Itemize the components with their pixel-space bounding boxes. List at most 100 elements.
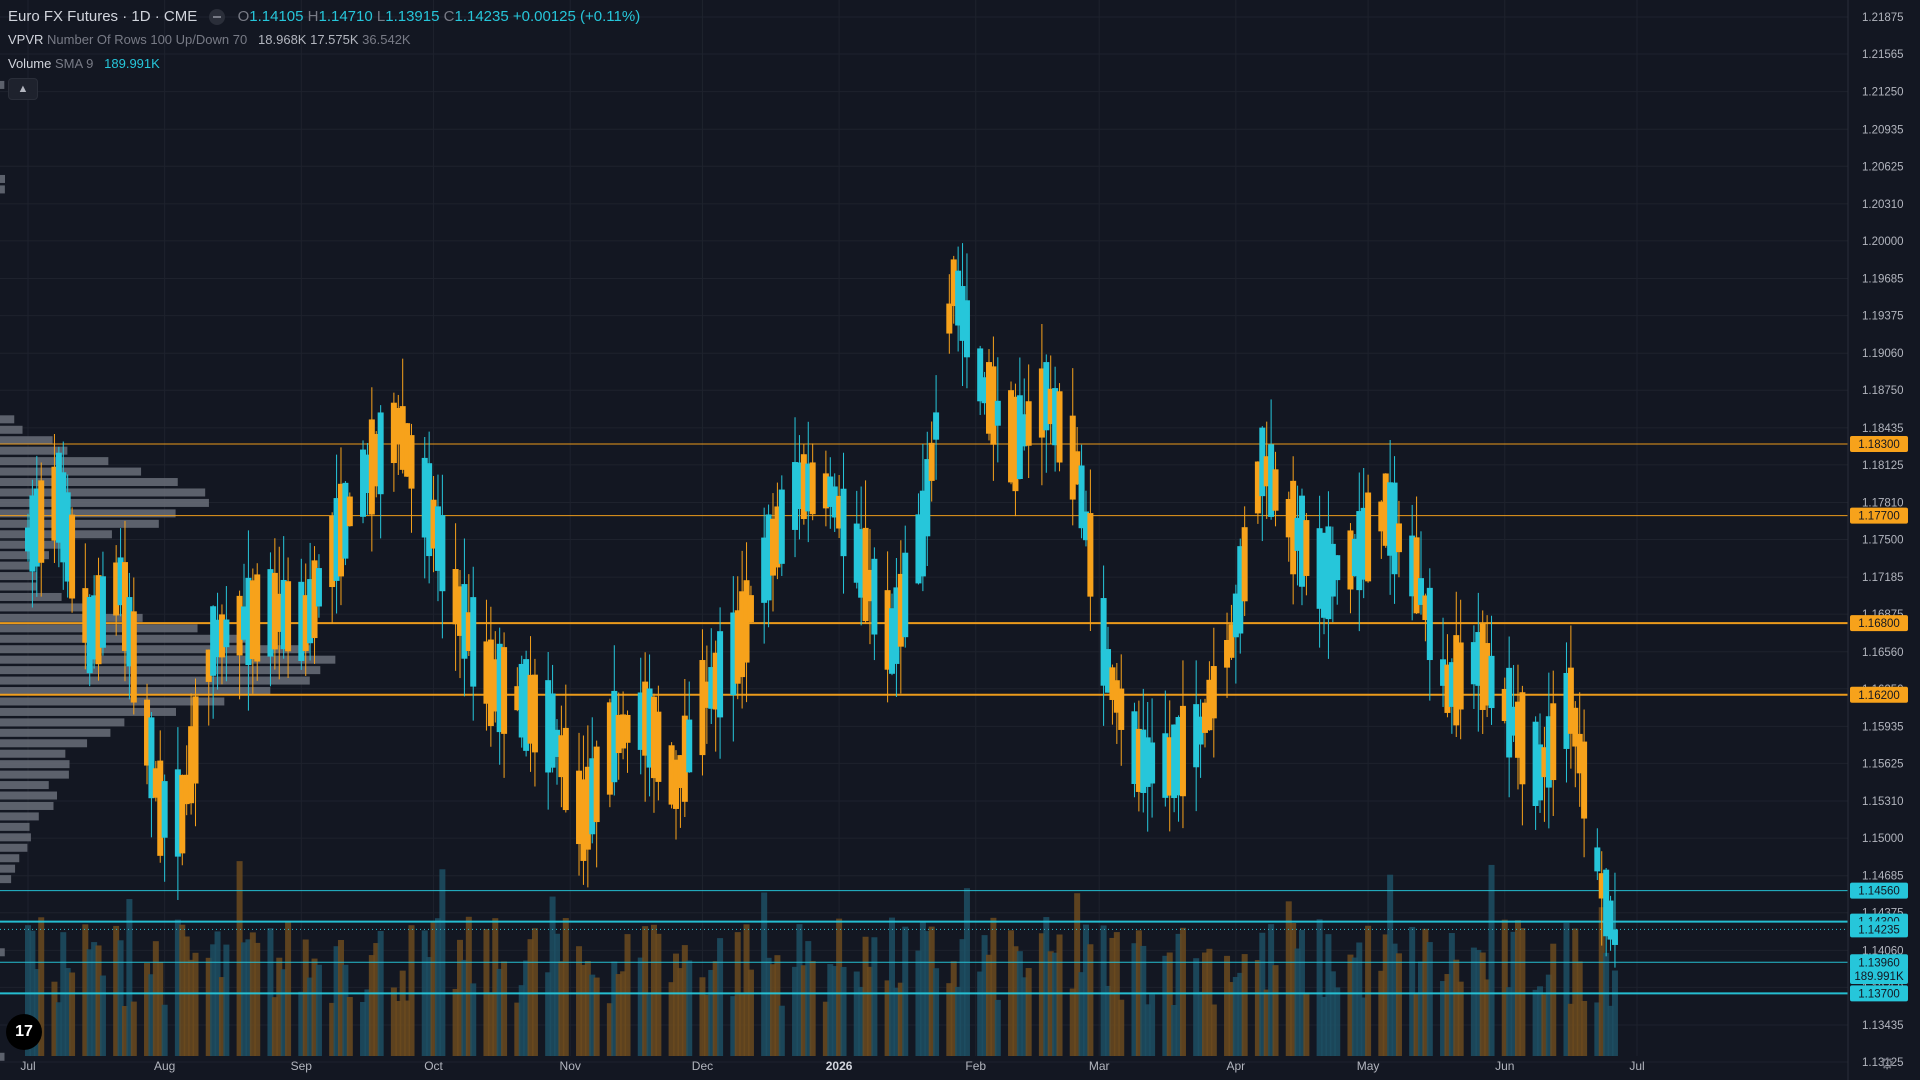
time-axis[interactable]: Jul Aug Sep Oct Nov Dec 2026 Feb Mar Apr May Jun Jul xyxy=(20,1059,1644,1073)
candle-body xyxy=(307,579,314,644)
candle-body xyxy=(148,717,155,799)
symbol-title[interactable]: Euro FX Futures · 1D · CME xyxy=(8,8,198,25)
candle-body xyxy=(404,423,411,477)
candle-body xyxy=(545,680,552,773)
tradingview-logo-icon[interactable]: 17 xyxy=(6,1014,42,1050)
candle-body xyxy=(1259,427,1266,497)
volume-bar xyxy=(1263,989,1270,1056)
volume-bar xyxy=(1347,954,1354,1056)
candle-body xyxy=(25,527,31,552)
volume-profile-row xyxy=(0,509,176,518)
candle-body xyxy=(408,435,415,489)
candle-body xyxy=(703,681,710,708)
volume-profile-row xyxy=(0,645,310,654)
candle-body xyxy=(774,506,781,568)
level-badge-label: 1.16200 xyxy=(1858,690,1900,702)
volume-profile-row xyxy=(0,728,111,737)
volume-bar xyxy=(1325,934,1332,1056)
volume-bar xyxy=(364,989,371,1056)
vpvr-up: 18.968K xyxy=(258,32,307,47)
candle-body xyxy=(1025,401,1032,446)
volume-bar xyxy=(1025,968,1032,1056)
candle-body xyxy=(1316,528,1323,609)
candle-body xyxy=(183,774,190,805)
volume-profile-row xyxy=(0,572,37,581)
legend-vpvr[interactable]: VPVR Number Of Rows 100 Up/Down 70 18.96… xyxy=(8,32,411,47)
volume-bar xyxy=(1488,864,1495,1056)
candle-body xyxy=(1263,456,1270,487)
volume-bar xyxy=(51,981,58,1056)
volume-bar xyxy=(1197,991,1204,1056)
time-tick-label: Aug xyxy=(154,1059,175,1073)
volume-bar xyxy=(584,961,591,1056)
candle-body xyxy=(430,499,437,549)
candle-body xyxy=(157,760,164,856)
candle-body xyxy=(1413,537,1420,614)
collapse-indicators-button[interactable]: ▲ xyxy=(8,78,38,100)
volume-bar xyxy=(1391,943,1398,1056)
volume-bar xyxy=(254,942,261,1056)
volume-bar xyxy=(121,1005,128,1056)
volume-bar xyxy=(717,938,724,1056)
candle-body xyxy=(342,482,349,559)
candle-body xyxy=(1563,672,1570,749)
candle-body xyxy=(624,714,631,743)
volume-bar xyxy=(315,964,322,1056)
volume-bar xyxy=(395,1001,402,1056)
volume-bar xyxy=(1272,965,1279,1056)
candle-body xyxy=(161,781,168,838)
volume-profile-row xyxy=(0,875,12,884)
volume-bar xyxy=(1417,961,1424,1056)
volume-params: SMA 9 xyxy=(55,56,94,71)
time-tick-label: Jul xyxy=(20,1059,35,1073)
candle-body xyxy=(871,558,878,635)
price-tick-label: 1.20000 xyxy=(1862,236,1904,248)
legend-volume[interactable]: Volume SMA 9 189.991K xyxy=(8,56,160,71)
candle-body xyxy=(1506,667,1513,758)
candle-body xyxy=(809,462,816,515)
candle-body xyxy=(615,714,622,754)
candle-body xyxy=(1510,706,1517,736)
candle-body xyxy=(1395,523,1402,553)
volume-bar xyxy=(1047,951,1054,1056)
collapse-legend-icon[interactable] xyxy=(209,9,226,26)
close-label: C xyxy=(443,8,455,25)
volume-bar xyxy=(866,966,873,1056)
volume-bar xyxy=(624,934,631,1056)
candle-body xyxy=(395,407,402,445)
volume-bar xyxy=(677,968,684,1056)
volume-bar xyxy=(373,943,380,1056)
candle-body xyxy=(862,527,869,622)
volume-bar xyxy=(452,988,459,1056)
volume-bar xyxy=(360,1001,367,1056)
time-tick-label: Jun xyxy=(1495,1059,1514,1073)
candle-body xyxy=(778,489,785,564)
volume-profile-row xyxy=(0,697,225,706)
volume-bar xyxy=(946,983,953,1056)
volume-bar xyxy=(161,1004,168,1056)
volume-profile-row xyxy=(0,781,49,790)
volume-bar xyxy=(589,974,596,1056)
volume-bar xyxy=(1303,993,1310,1056)
gear-icon[interactable]: ⚙ xyxy=(1880,1056,1895,1073)
candle-body xyxy=(1290,480,1297,575)
candle-body xyxy=(990,366,997,445)
candle-body xyxy=(113,562,120,616)
volume-bar xyxy=(307,977,314,1056)
price-tick-label: 1.20310 xyxy=(1862,199,1904,211)
volume-bar xyxy=(1109,937,1116,1056)
volume-bar xyxy=(1232,976,1239,1056)
volume-bar xyxy=(1519,928,1526,1056)
volume-bar xyxy=(1532,989,1539,1056)
price-axis[interactable]: 1.21875 1.21565 1.21250 1.20935 1.20625 1.203… xyxy=(1847,0,1904,1080)
vpvr-down: 17.575K xyxy=(310,32,359,47)
volume-bar xyxy=(553,933,560,1056)
volume-bar xyxy=(985,954,992,1056)
volume-bar xyxy=(1078,972,1085,1056)
candle-body xyxy=(346,496,353,527)
volume-bar xyxy=(545,972,552,1056)
change-value: +0.00125 (+0.11%) xyxy=(512,8,641,25)
volume-bar xyxy=(827,964,834,1056)
volume-bar xyxy=(276,957,283,1056)
